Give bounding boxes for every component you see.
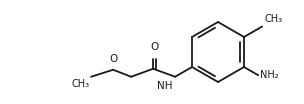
Text: CH₃: CH₃ — [264, 14, 282, 25]
Text: NH: NH — [157, 81, 172, 91]
Text: NH₂: NH₂ — [260, 70, 279, 80]
Text: CH₃: CH₃ — [71, 79, 89, 89]
Text: O: O — [150, 42, 158, 52]
Text: O: O — [109, 54, 117, 64]
